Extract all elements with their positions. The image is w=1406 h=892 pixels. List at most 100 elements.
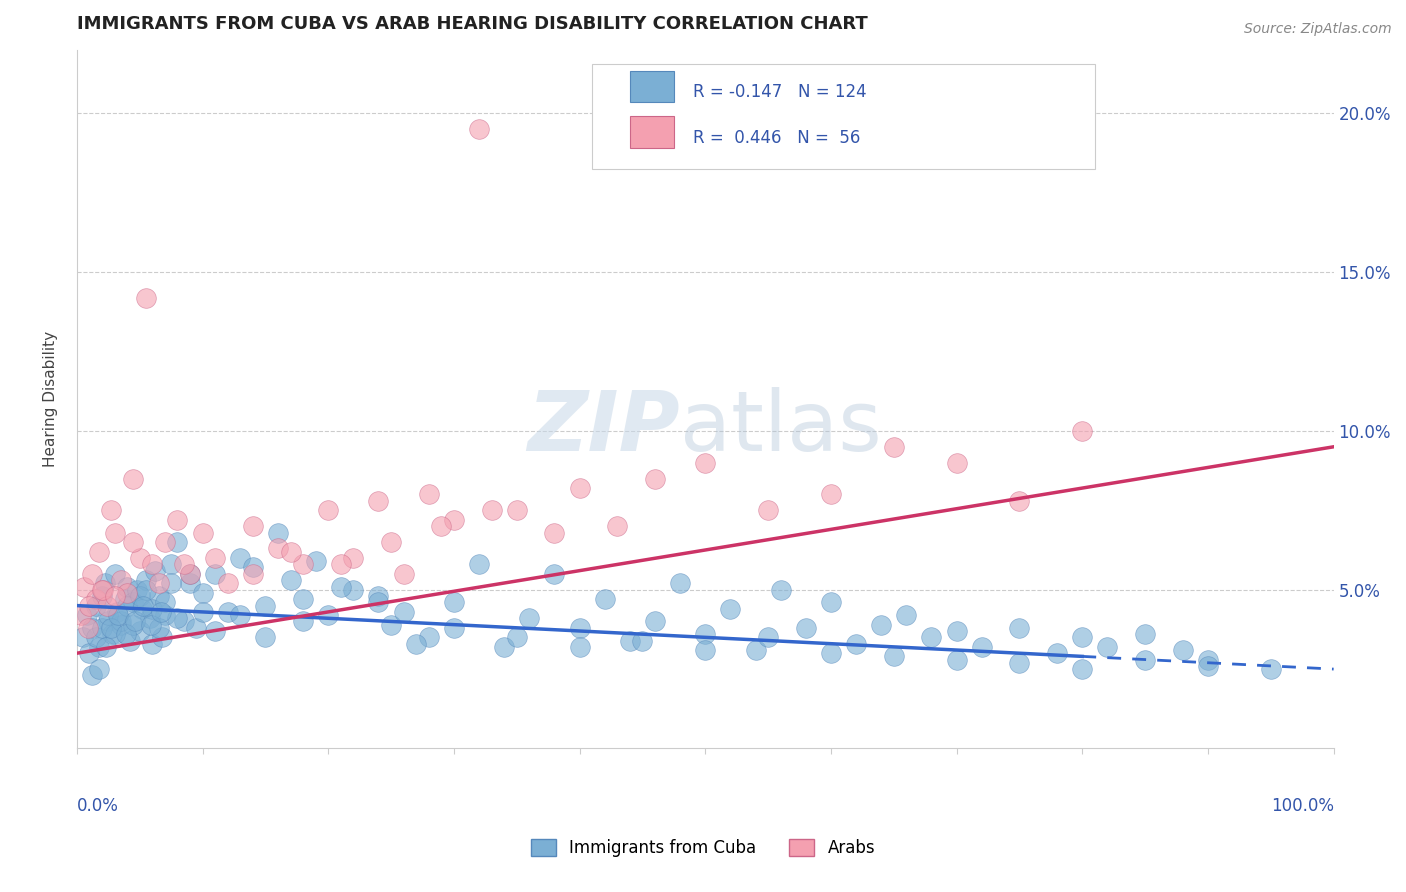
Point (267, 525, 290, 540)
Point (945, 456, 967, 470)
Point (1097, 640, 1119, 654)
Text: R =  0.446   N =  56: R = 0.446 N = 56 (693, 128, 860, 147)
Point (945, 624, 967, 638)
Point (380, 535, 402, 549)
Point (543, 566, 565, 581)
Point (135, 573, 157, 587)
Point (191, 605, 214, 619)
Point (280, 544, 302, 558)
Point (103, 525, 125, 540)
Point (153, 535, 176, 549)
Point (430, 519, 453, 533)
Point (97, 608, 120, 623)
Point (103, 566, 125, 581)
Point (148, 621, 170, 635)
Point (305, 554, 328, 568)
Point (110, 615, 132, 629)
Point (143, 564, 166, 578)
Point (150, 630, 173, 644)
Point (669, 576, 692, 591)
Point (418, 630, 440, 644)
Point (110, 617, 132, 632)
FancyBboxPatch shape (592, 64, 1095, 169)
Point (543, 525, 565, 540)
Point (141, 558, 163, 572)
Point (79, 646, 101, 660)
Point (100, 621, 122, 635)
Point (1008, 656, 1031, 670)
Point (380, 617, 402, 632)
Point (367, 493, 389, 508)
Point (418, 487, 440, 501)
Point (644, 471, 666, 485)
Point (1171, 643, 1194, 657)
Point (568, 640, 591, 654)
Bar (630, 116, 673, 148)
Point (204, 566, 226, 581)
Point (79, 599, 101, 613)
Point (89, 640, 111, 654)
Text: 100.0%: 100.0% (1271, 797, 1334, 815)
Point (91, 582, 114, 597)
Point (229, 608, 252, 623)
Point (242, 566, 264, 581)
Point (93, 576, 115, 591)
Point (229, 550, 252, 565)
Point (173, 558, 195, 572)
Point (329, 558, 352, 572)
Point (148, 576, 170, 591)
Point (84, 592, 107, 607)
Point (139, 611, 162, 625)
Point (160, 558, 183, 572)
Point (80, 566, 103, 581)
Point (1133, 652, 1156, 666)
Point (1071, 662, 1094, 676)
Point (1071, 630, 1094, 644)
Point (1046, 646, 1069, 660)
Text: ZIP: ZIP (527, 386, 681, 467)
Point (127, 582, 149, 597)
Point (204, 550, 226, 565)
Point (80, 668, 103, 682)
Point (254, 599, 277, 613)
Point (568, 621, 591, 635)
Text: IMMIGRANTS FROM CUBA VS ARAB HEARING DISABILITY CORRELATION CHART: IMMIGRANTS FROM CUBA VS ARAB HEARING DIS… (77, 15, 868, 33)
Point (392, 566, 415, 581)
Point (870, 617, 893, 632)
Point (100, 503, 122, 517)
Point (128, 589, 150, 603)
Point (124, 615, 146, 629)
Point (179, 566, 201, 581)
Point (122, 617, 145, 632)
Point (173, 615, 195, 629)
Point (204, 624, 226, 638)
Point (883, 649, 905, 664)
Point (153, 608, 176, 623)
Point (115, 599, 138, 613)
Text: Source: ZipAtlas.com: Source: ZipAtlas.com (1244, 22, 1392, 37)
Point (115, 627, 138, 641)
Point (122, 595, 145, 609)
Point (1197, 659, 1219, 673)
Point (1008, 493, 1031, 508)
Point (718, 601, 741, 615)
Point (494, 640, 516, 654)
Point (568, 481, 591, 495)
Point (695, 643, 717, 657)
Point (118, 633, 141, 648)
Point (110, 573, 132, 587)
Point (292, 592, 315, 607)
Point (756, 503, 779, 517)
Text: 0.0%: 0.0% (77, 797, 118, 815)
Point (392, 605, 415, 619)
Point (945, 652, 967, 666)
Point (73, 580, 96, 594)
Point (794, 621, 817, 635)
Point (217, 605, 239, 619)
Point (506, 630, 529, 644)
Point (191, 586, 214, 600)
Point (254, 630, 277, 644)
Legend: Immigrants from Cuba, Arabs: Immigrants from Cuba, Arabs (522, 831, 884, 866)
Point (89, 662, 111, 676)
Point (443, 595, 465, 609)
